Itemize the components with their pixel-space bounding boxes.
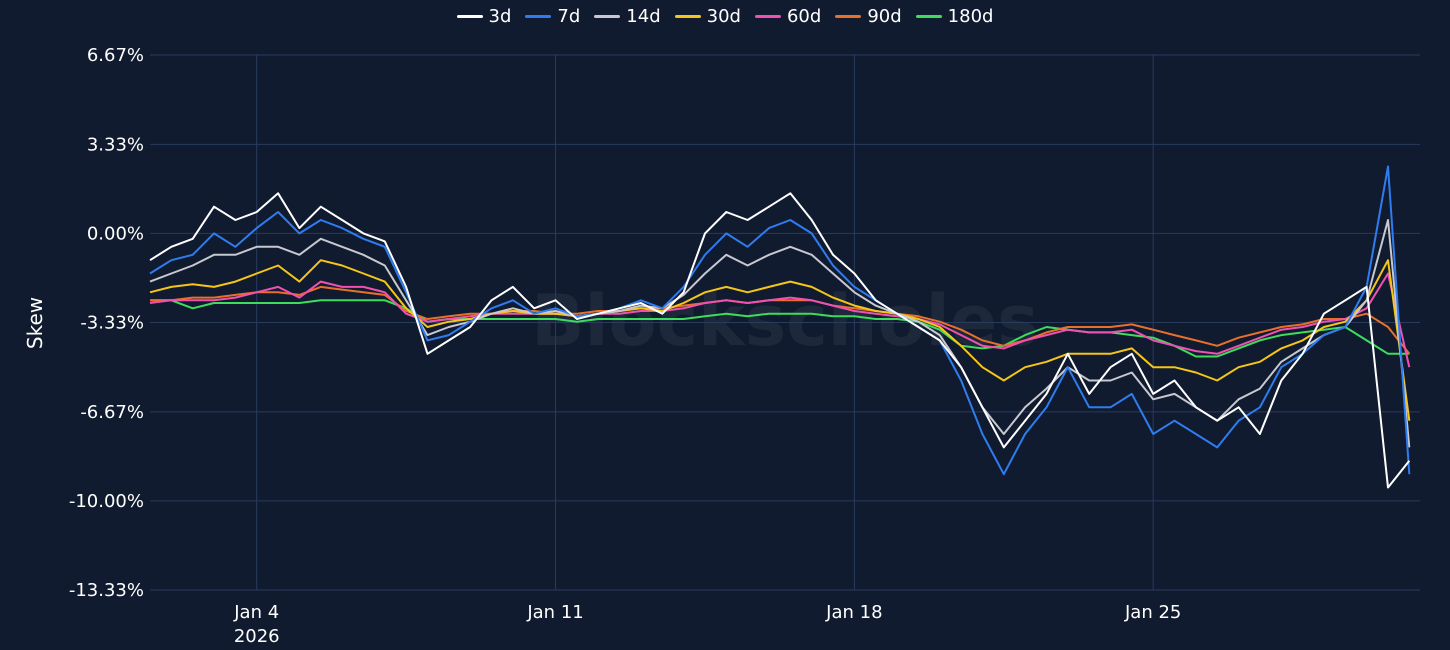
- series-line-3d: [149, 192, 1411, 489]
- x-axis-ticks: Jan 4 2026 Jan 11 Jan 18 Jan 25: [233, 602, 1181, 647]
- legend-swatch: [456, 15, 483, 18]
- series-lines: [149, 165, 1411, 489]
- legend-label: 60d: [786, 6, 822, 27]
- legend-label: 90d: [867, 6, 902, 27]
- y-tick-label: 6.67%: [87, 45, 144, 66]
- x-tick-sublabel: 2026: [234, 626, 280, 647]
- y-tick-label: -3.33%: [80, 313, 144, 334]
- legend-label: 3d: [488, 6, 512, 27]
- legend-swatch: [754, 15, 781, 18]
- y-tick-label: -13.33%: [69, 580, 144, 601]
- y-tick-label: -6.67%: [80, 402, 144, 423]
- grid: [150, 54, 1420, 591]
- legend-swatch: [915, 15, 942, 18]
- x-tick-label: Jan 18: [825, 602, 882, 623]
- legend-item-7d[interactable]: 7d: [525, 6, 580, 27]
- series-line-60d: [149, 272, 1411, 368]
- y-tick-label: 0.00%: [87, 223, 144, 244]
- y-axis-ticks: 6.67% 3.33% 0.00% -3.33% -6.67% -10.00% -13.33…: [69, 45, 144, 601]
- y-axis-label: Skew: [23, 297, 47, 349]
- legend-item-14d[interactable]: 14d: [594, 6, 661, 27]
- legend-swatch: [525, 15, 552, 18]
- legend-label: 180d: [947, 6, 994, 27]
- series-line-90d: [150, 285, 1411, 355]
- legend-label: 7d: [557, 6, 581, 27]
- x-tick-label: Jan 11: [526, 602, 583, 623]
- y-tick-label: 3.33%: [87, 134, 144, 155]
- legend-item-30d[interactable]: 30d: [674, 6, 741, 27]
- legend-item-90d[interactable]: 90d: [835, 6, 902, 27]
- legend-item-180d[interactable]: 180d: [915, 6, 994, 27]
- legend-swatch: [674, 15, 701, 18]
- legend-swatch: [835, 15, 862, 18]
- legend-item-60d[interactable]: 60d: [754, 6, 822, 27]
- legend-swatch: [594, 15, 621, 18]
- series-line-30d: [149, 259, 1411, 421]
- legend-item-3d[interactable]: 3d: [456, 6, 512, 27]
- y-tick-label: -10.00%: [69, 491, 144, 512]
- watermark: Blockscholes: [531, 280, 1039, 362]
- series-line-180d: [150, 299, 1410, 358]
- x-tick-label: Jan 25: [1124, 602, 1181, 623]
- legend-label: 14d: [626, 6, 661, 27]
- legend: 3d 7d 14d 30d 60d 90d 180d: [0, 6, 1450, 27]
- x-tick-label: Jan 4: [233, 602, 279, 623]
- series-line-7d: [149, 165, 1411, 476]
- legend-label: 30d: [706, 6, 741, 27]
